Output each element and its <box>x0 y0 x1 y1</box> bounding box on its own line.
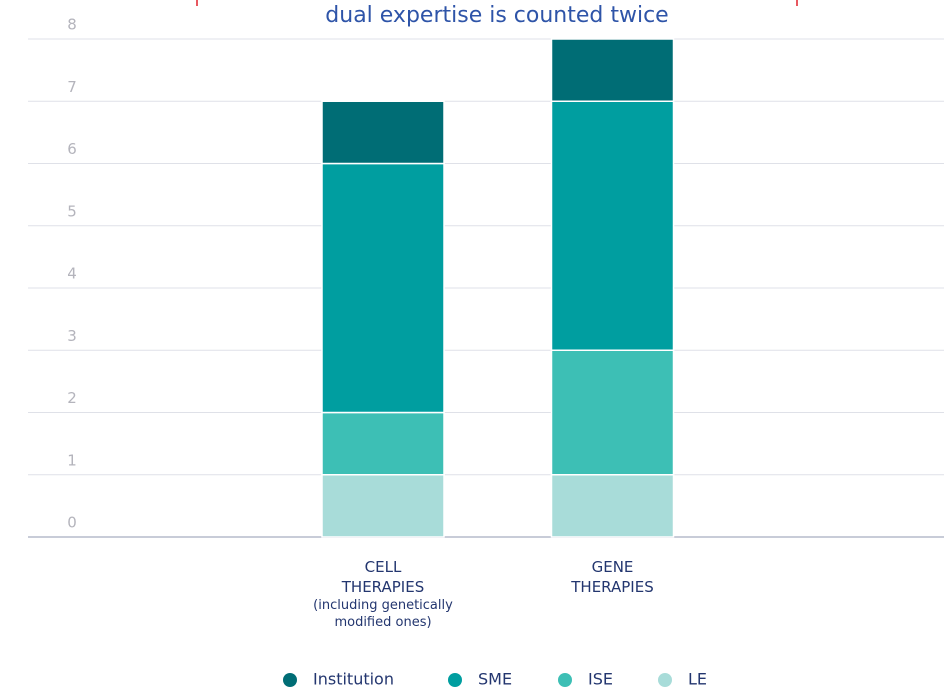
y-tick-label: 2 <box>67 389 77 407</box>
bar-segment <box>321 411 445 476</box>
legend-label: LE <box>688 670 707 688</box>
legend-swatch <box>283 673 297 687</box>
bar-segment <box>550 100 675 351</box>
chart-title: dual expertise is counted twice <box>325 3 668 28</box>
x-tick-label: GENE THERAPIES <box>570 558 653 596</box>
y-tick-label: 5 <box>67 202 77 220</box>
y-tick-label: 3 <box>67 327 77 345</box>
legend-swatch <box>558 673 572 687</box>
y-tick-label: 7 <box>67 78 77 96</box>
y-tick-label: 6 <box>67 140 77 158</box>
y-tick-label: 0 <box>67 514 77 532</box>
x-tick-label: CELL THERAPIES <box>341 558 424 596</box>
bar-segment <box>321 162 445 414</box>
bar-segment <box>550 38 675 102</box>
y-tick-label: 4 <box>67 265 77 283</box>
y-tick-label: 8 <box>67 16 77 34</box>
legend-label: Institution <box>313 670 394 688</box>
legend-swatch <box>448 673 462 687</box>
bar-segment <box>550 349 675 476</box>
category-note: (including genetically modified ones) <box>313 598 453 630</box>
bar-segment <box>550 474 675 538</box>
legend-label: ISE <box>588 670 613 688</box>
bar-segment <box>321 474 445 538</box>
legend-label: SME <box>478 670 512 688</box>
legend-swatch <box>658 673 672 687</box>
y-tick-label: 1 <box>67 451 77 469</box>
bar-segment <box>321 100 445 165</box>
